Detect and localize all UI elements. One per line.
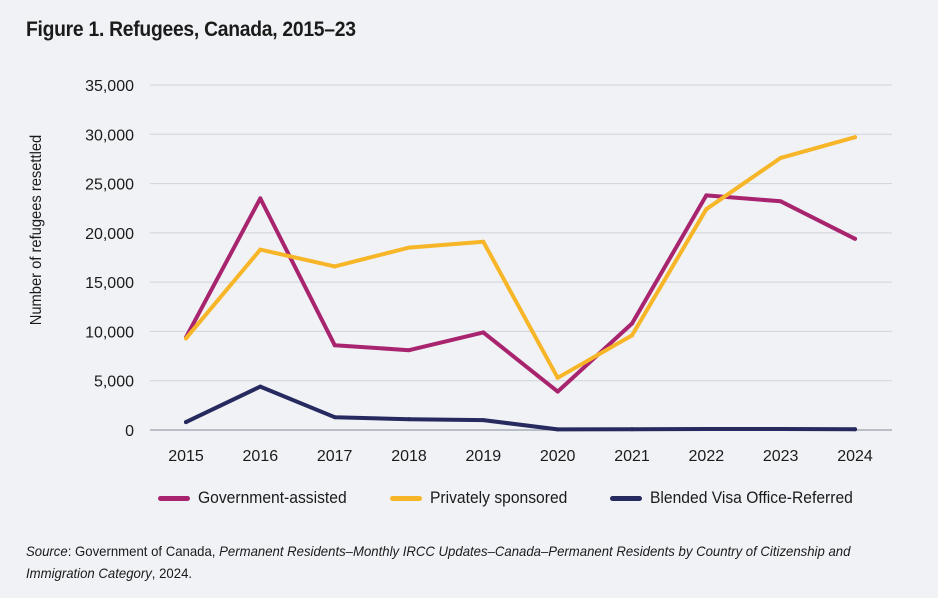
- data-point: [555, 427, 560, 432]
- x-tick-label: 2018: [391, 448, 427, 465]
- legend-item-blended-visa-office-referred: Blended Visa Office-Referred: [610, 488, 871, 508]
- y-tick-label: 30,000: [85, 127, 134, 144]
- x-tick-label: 2019: [466, 448, 502, 465]
- legend-label: Blended Visa Office-Referred: [650, 488, 853, 507]
- y-tick-label: 25,000: [85, 177, 134, 194]
- data-point: [407, 417, 411, 422]
- x-tick-label: 2022: [689, 448, 725, 465]
- legend-item-government-assisted: Government-assisted: [158, 488, 360, 508]
- series-line-privately-sponsored: [184, 135, 857, 380]
- y-tick-label: 15,000: [85, 275, 134, 292]
- data-point: [778, 427, 783, 432]
- source-separator: :: [67, 543, 76, 559]
- data-point: [407, 245, 411, 250]
- data-point: [555, 389, 560, 394]
- data-point: [407, 348, 411, 353]
- data-point: [258, 384, 263, 389]
- data-point: [258, 196, 263, 201]
- x-tick-label: 2017: [317, 448, 353, 465]
- x-tick-label: 2024: [837, 448, 873, 465]
- series-lines: [184, 135, 857, 432]
- y-tick-label: 0: [125, 423, 134, 440]
- source-year: , 2024.: [151, 565, 193, 581]
- data-point: [332, 415, 337, 420]
- y-axis-ticks: 0 5,000 10,000 15,000 20,000 25,000 30,000 35,0…: [85, 78, 134, 440]
- data-point: [481, 418, 486, 423]
- y-axis-label: Number of refugees resettled: [27, 135, 45, 325]
- series-line-blended-visa-office-referred: [184, 384, 857, 432]
- x-tick-label: 2016: [243, 448, 279, 465]
- data-point: [481, 239, 486, 244]
- x-axis-ticks: 2015 2016 2017 2018 2019 2020 2021 2022 2023 2024: [168, 448, 873, 465]
- source-publication: Permanent Residents–Monthly IRCC Updates…: [26, 543, 851, 581]
- data-point: [184, 420, 188, 425]
- y-tick-label: 20,000: [85, 226, 134, 243]
- data-point: [630, 427, 634, 432]
- source-label: Source: [26, 543, 68, 559]
- grid-lines: [150, 84, 892, 431]
- x-tick-label: 2020: [540, 448, 576, 465]
- series-line-government-assisted: [184, 193, 857, 394]
- legend-label: Government-assisted: [198, 488, 347, 507]
- legend-swatch-privately-sponsored: [390, 495, 422, 501]
- x-tick-label: 2015: [168, 448, 204, 465]
- data-point: [481, 330, 486, 335]
- data-point: [853, 427, 857, 432]
- y-tick-label: 5,000: [94, 374, 134, 391]
- chart-legend: Government-assisted Privately sponsored …: [0, 488, 938, 518]
- data-point: [630, 321, 634, 326]
- x-tick-label: 2021: [614, 448, 650, 465]
- data-point: [778, 155, 783, 160]
- data-point: [704, 193, 709, 198]
- legend-swatch-government-assisted: [158, 495, 190, 501]
- data-point: [630, 333, 634, 338]
- x-tick-label: 2023: [763, 448, 799, 465]
- data-point: [704, 427, 709, 432]
- legend-label: Privately sponsored: [430, 488, 568, 507]
- source-publisher: Government of Canada,: [75, 543, 220, 559]
- data-point: [778, 199, 783, 204]
- data-point: [332, 343, 337, 348]
- data-point: [555, 375, 560, 380]
- y-tick-label: 35,000: [85, 78, 134, 95]
- chart-title: Figure 1. Refugees, Canada, 2015–23: [26, 18, 356, 41]
- data-point: [332, 264, 337, 269]
- data-point: [258, 247, 263, 252]
- legend-swatch-blended-visa-office-referred: [610, 495, 642, 501]
- legend-item-privately-sponsored: Privately sponsored: [390, 488, 579, 508]
- data-point: [184, 336, 188, 341]
- data-point: [704, 207, 709, 212]
- data-point: [853, 135, 857, 140]
- source-note: Source: Government of Canada, Permanent …: [26, 540, 863, 584]
- data-point: [853, 236, 857, 241]
- y-tick-label: 10,000: [85, 324, 134, 341]
